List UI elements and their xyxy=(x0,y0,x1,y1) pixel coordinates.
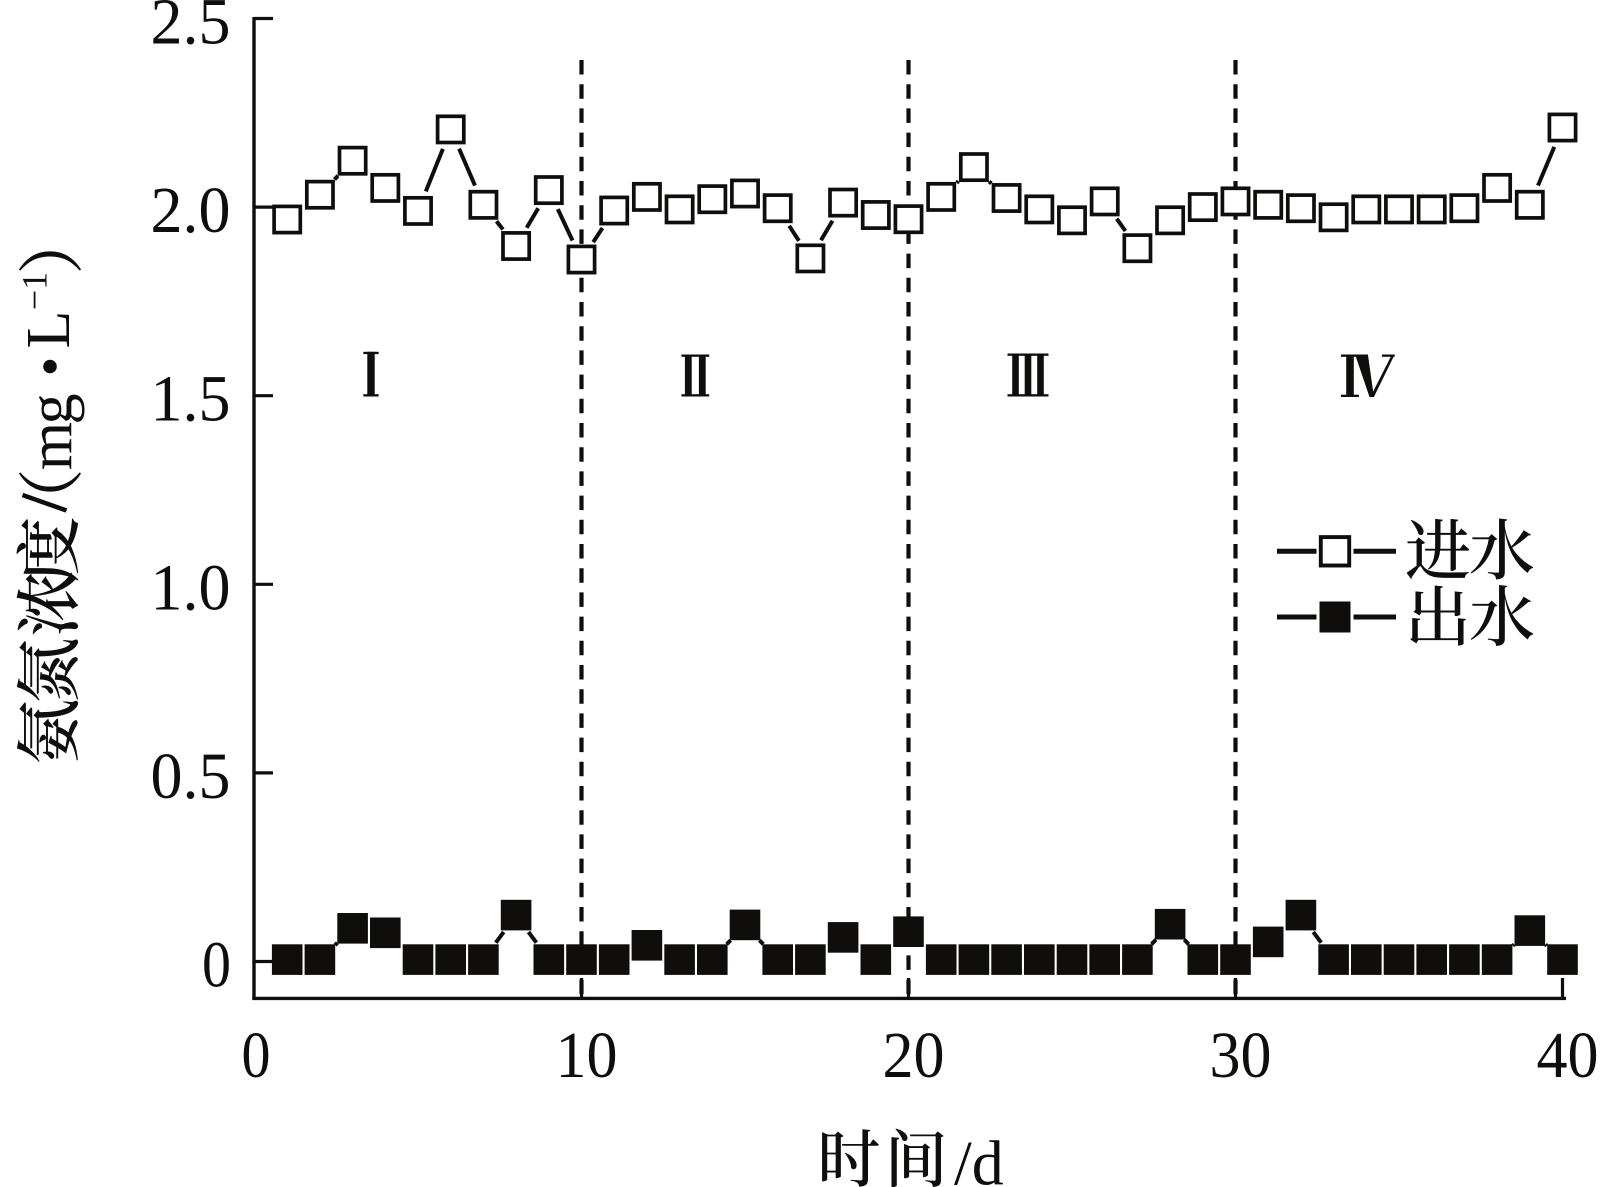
svg-text:20: 20 xyxy=(883,1019,945,1092)
svg-text:−1: −1 xyxy=(14,272,54,310)
svg-text:2.0: 2.0 xyxy=(151,174,231,247)
svg-text:1.0: 1.0 xyxy=(151,551,231,624)
svg-text:1.5: 1.5 xyxy=(151,363,231,436)
svg-text:40: 40 xyxy=(1537,1019,1599,1092)
svg-text:10: 10 xyxy=(556,1019,618,1092)
svg-text:m: m xyxy=(17,422,85,470)
svg-text:0: 0 xyxy=(202,929,231,1002)
svg-text:/d: /d xyxy=(954,1128,1004,1187)
svg-text:0: 0 xyxy=(242,1019,271,1092)
svg-text:0.5: 0.5 xyxy=(151,740,231,813)
svg-text:2.5: 2.5 xyxy=(151,0,231,59)
svg-text:30: 30 xyxy=(1210,1019,1272,1092)
svg-text:L: L xyxy=(15,311,83,349)
svg-text:g: g xyxy=(17,394,85,425)
